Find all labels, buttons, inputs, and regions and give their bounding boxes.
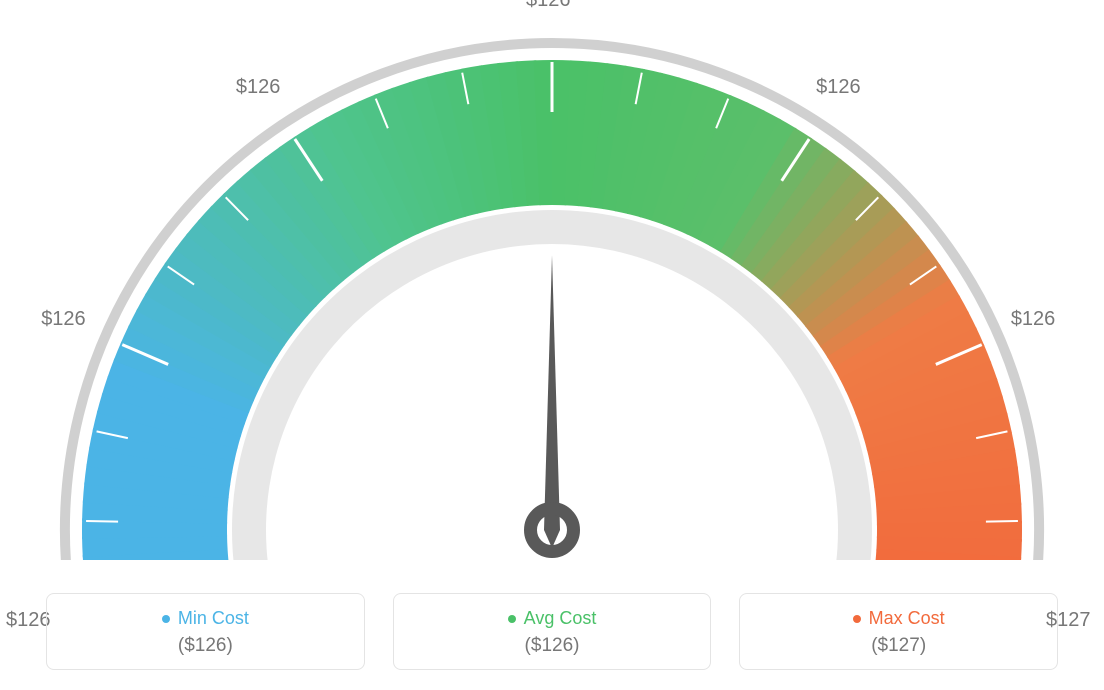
legend-value-max: ($127) <box>740 635 1057 657</box>
tick-label-4: $126 <box>816 76 861 99</box>
legend-card-avg: Avg Cost ($126) <box>393 593 712 670</box>
gauge-chart: $126$126$126$126$126$126$127 <box>52 20 1052 560</box>
legend-card-max: Max Cost ($127) <box>739 593 1058 670</box>
legend-value-avg: ($126) <box>394 635 711 657</box>
legend-row: Min Cost ($126) Avg Cost ($126) Max Cost… <box>46 593 1058 670</box>
legend-label-min: Min Cost <box>178 608 249 628</box>
legend-title-min: Min Cost <box>47 608 364 629</box>
legend-title-avg: Avg Cost <box>394 608 711 629</box>
tick-label-5: $126 <box>1011 308 1056 331</box>
tick-label-2: $126 <box>236 76 281 99</box>
dot-min <box>162 615 170 623</box>
tick-label-1: $126 <box>41 308 86 331</box>
legend-label-max: Max Cost <box>869 608 945 628</box>
gauge-svg <box>52 20 1052 560</box>
tick-label-3: $126 <box>526 0 571 12</box>
legend-value-min: ($126) <box>47 635 364 657</box>
legend-title-max: Max Cost <box>740 608 1057 629</box>
legend-label-avg: Avg Cost <box>524 608 597 628</box>
legend-card-min: Min Cost ($126) <box>46 593 365 670</box>
tick-label-0: $126 <box>6 609 51 632</box>
dot-avg <box>508 615 516 623</box>
dot-max <box>853 615 861 623</box>
